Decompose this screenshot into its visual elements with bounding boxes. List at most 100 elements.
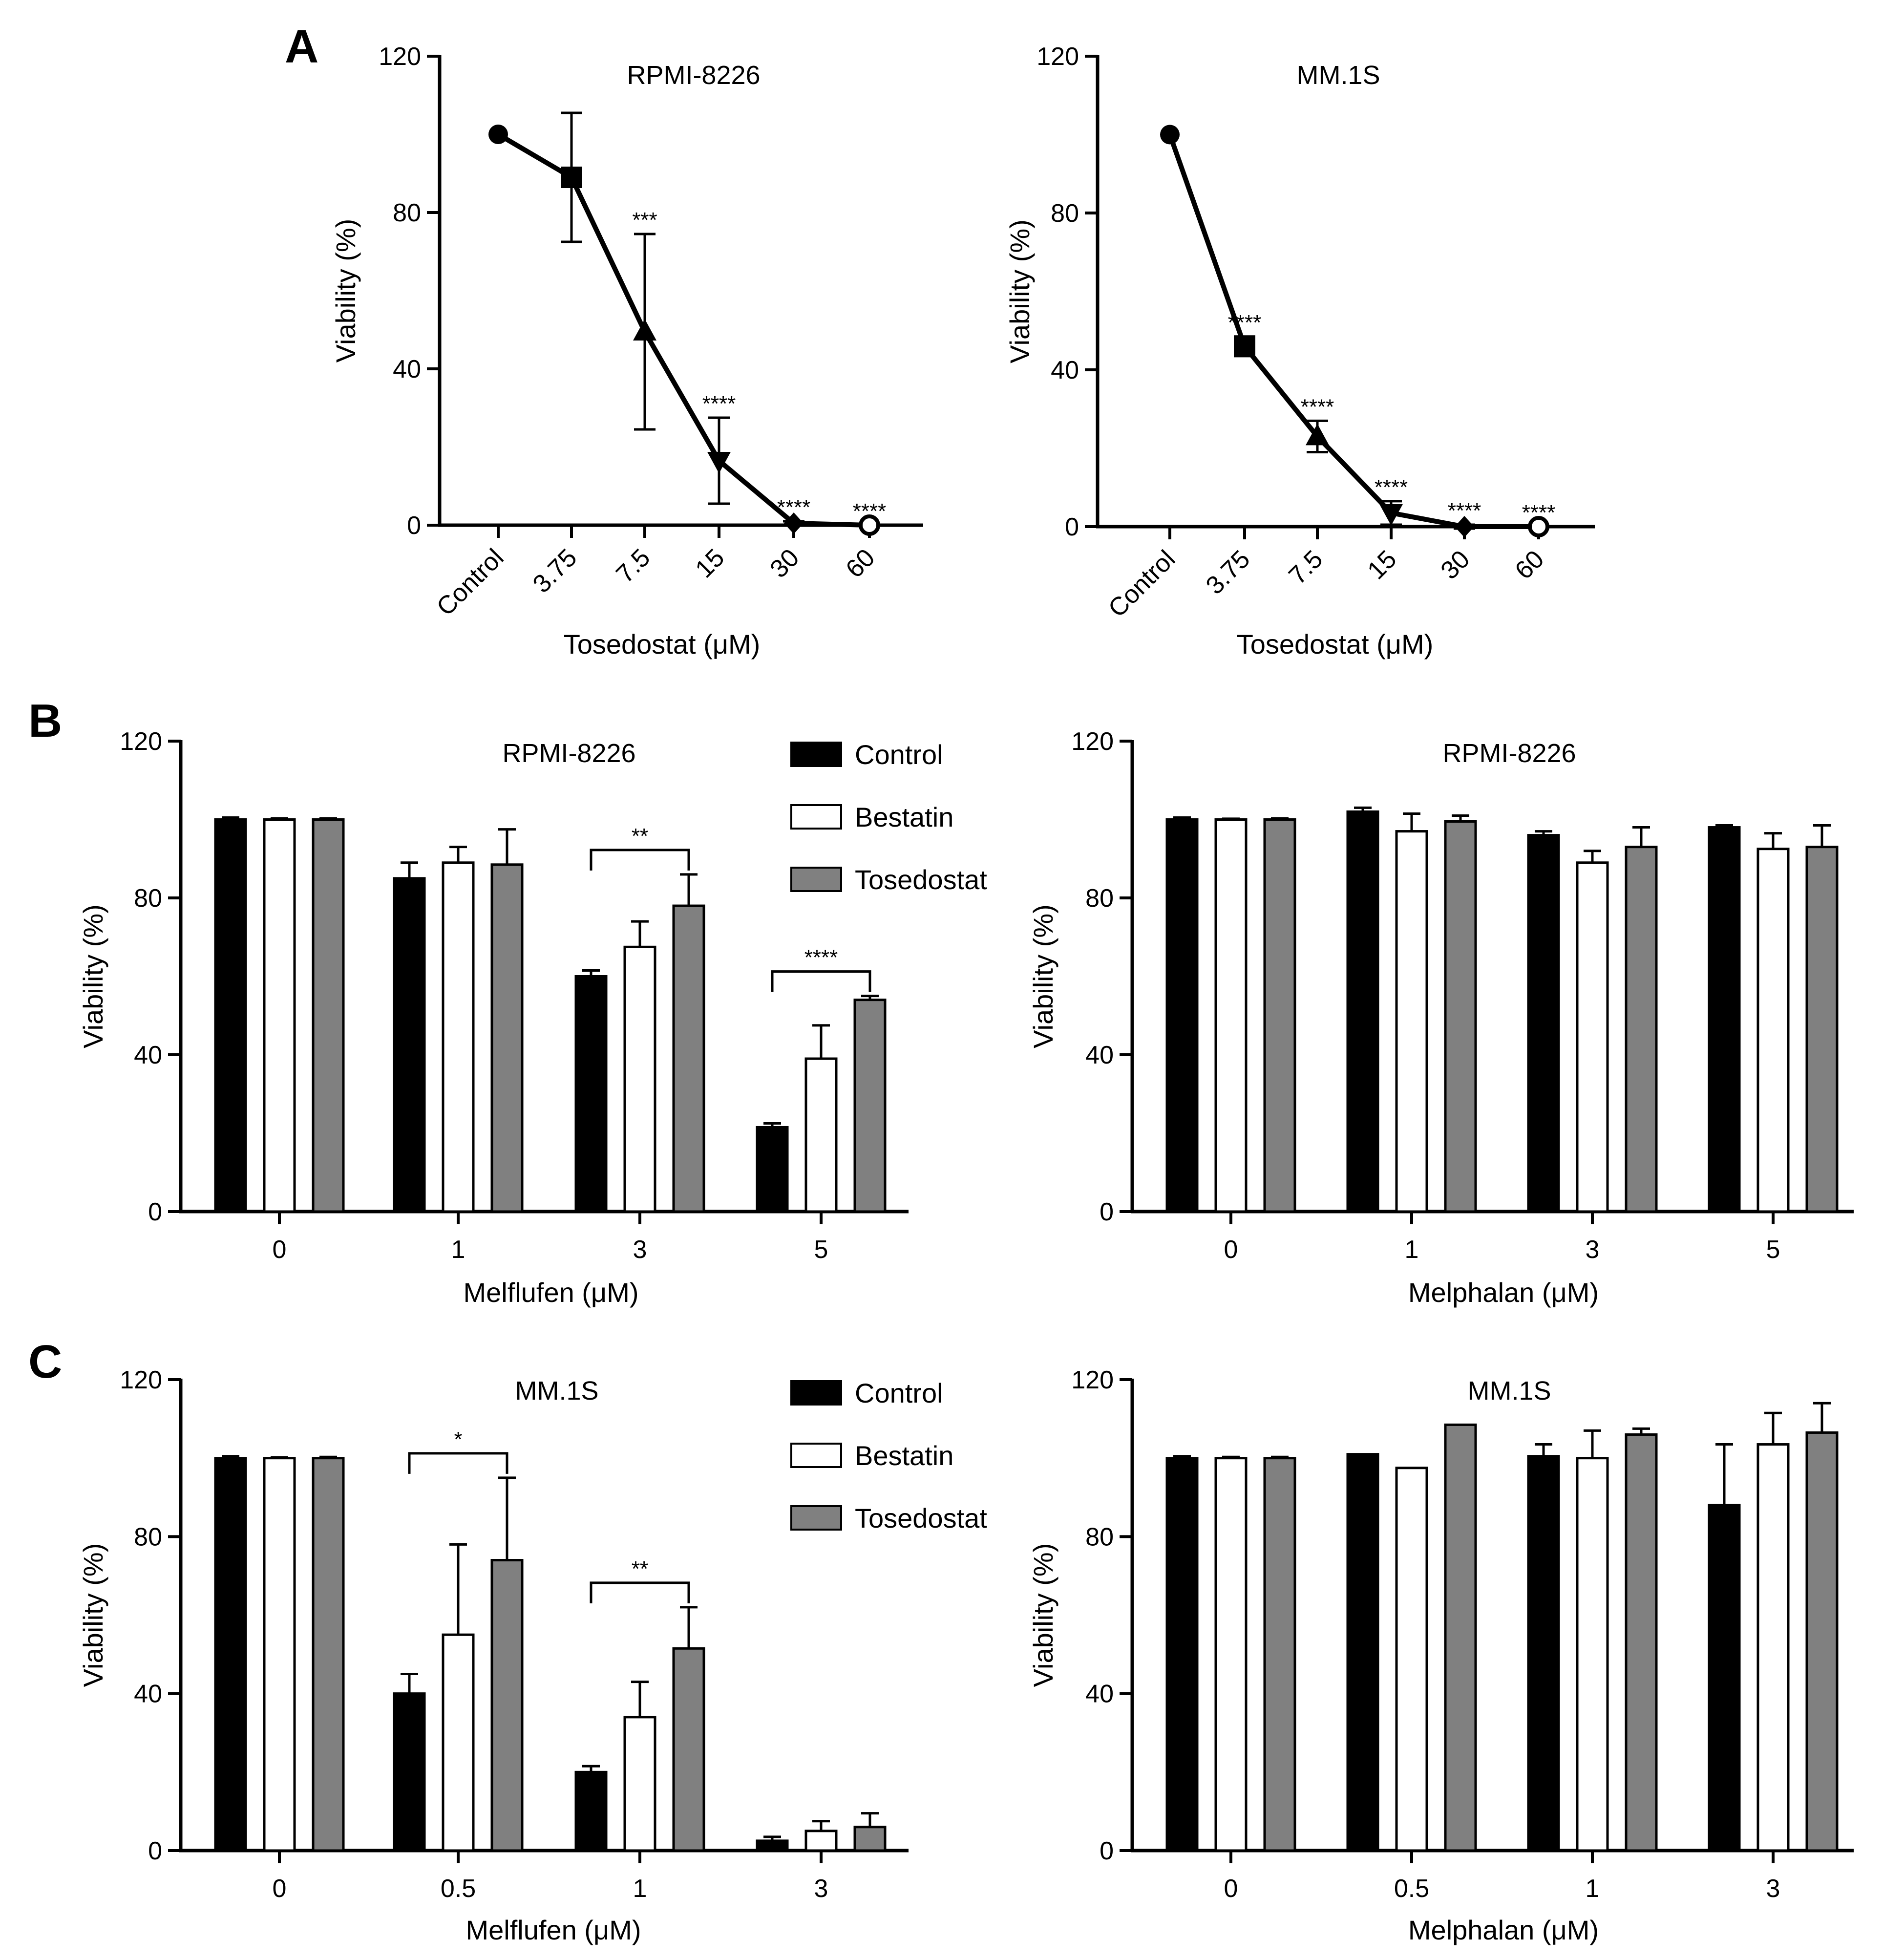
x-tick-label: 60: [1510, 545, 1550, 585]
marker-open-circle: [859, 514, 880, 536]
marker-diamond: [784, 512, 804, 534]
panel-letter-b: B: [28, 695, 62, 747]
bar-tosedostat: [672, 1647, 705, 1852]
significance-label: ****: [804, 946, 838, 970]
bar-tosedostat: [1625, 846, 1658, 1213]
marker-triangle-up: [1306, 424, 1329, 446]
y-axis-title: Viability (%): [330, 219, 361, 363]
x-tick-label: 30: [765, 543, 805, 583]
x-tick-label: 30: [1436, 545, 1476, 585]
legend-swatch-bestatin: [790, 1443, 842, 1468]
y-tick-label: 40: [393, 355, 421, 383]
y-tick-label: 120: [1071, 1366, 1114, 1394]
bar-bestatin: [1756, 1443, 1790, 1852]
y-tick-label: 40: [1085, 1041, 1114, 1069]
bar-control: [393, 877, 426, 1213]
bar-bestatin: [1395, 830, 1428, 1213]
x-tick-label: 1: [633, 1875, 647, 1903]
bar-bestatin: [442, 1633, 475, 1852]
y-tick-label: 120: [1037, 43, 1079, 71]
bar-control: [214, 1457, 247, 1852]
x-tick-label: 3: [814, 1875, 828, 1903]
significance-bracket: [590, 1581, 690, 1603]
y-axis-title: Viability (%): [78, 1543, 108, 1687]
x-axis-title: Tosedostat (μM): [1237, 629, 1434, 660]
x-tick-label: 0: [1224, 1236, 1238, 1264]
chart-title: RPMI-8226: [627, 61, 760, 90]
marker-circle: [1160, 125, 1180, 145]
x-tick-label: 3: [633, 1236, 647, 1264]
chart-title: MM.1S: [1467, 1376, 1551, 1406]
significance-label: ****: [702, 392, 736, 416]
x-tick-label: 0: [273, 1236, 287, 1264]
y-tick-label: 40: [134, 1680, 162, 1708]
significance-bracket: [408, 1452, 508, 1474]
x-tick-label: 15: [690, 543, 730, 583]
significance-label: ****: [1228, 311, 1262, 335]
x-tick-label: 1: [1586, 1875, 1600, 1903]
bar-bestatin: [263, 1457, 296, 1852]
y-tick-label: 0: [148, 1837, 162, 1865]
x-tick-label: 0.5: [1394, 1875, 1429, 1903]
legend-swatch-control: [790, 1380, 842, 1406]
chart-b-left: 0 40 80 120 0 1 3 5 RPMI-8226 Melflufen (μM) Viabi…: [78, 727, 987, 1308]
bar-bestatin: [1576, 1457, 1609, 1852]
legend-label-control: Control: [855, 1378, 943, 1408]
marker-square: [1234, 335, 1255, 357]
panel-letter-c: C: [28, 1336, 62, 1388]
bar-bestatin: [263, 818, 296, 1213]
x-tick-label: 3: [1586, 1236, 1600, 1264]
marker-square: [561, 167, 582, 188]
marker-diamond: [1455, 516, 1474, 537]
bar-control: [574, 975, 608, 1213]
bar-tosedostat: [672, 904, 705, 1213]
x-tick-label: 0: [273, 1875, 287, 1903]
marker-triangle-down: [707, 452, 731, 473]
x-tick-label: 3.75: [1201, 545, 1256, 600]
x-tick-label: 5: [814, 1236, 828, 1264]
y-tick-label: 80: [134, 1523, 162, 1551]
y-tick-label: 80: [1085, 1523, 1114, 1551]
x-tick-label: 1: [1405, 1236, 1419, 1264]
bar-bestatin: [1756, 848, 1790, 1213]
significance-bracket: [590, 849, 690, 871]
y-tick-label: 0: [1100, 1837, 1114, 1865]
marker-triangle-up: [633, 319, 656, 341]
bar-tosedostat: [1444, 1423, 1477, 1852]
bar-control: [393, 1692, 426, 1852]
x-tick-label: 5: [1766, 1236, 1780, 1264]
bar-bestatin: [1576, 861, 1609, 1213]
panel-letter-a: A: [285, 21, 318, 73]
chart-a-right: 0 40 80 120 Control 3.75 7.5 15 30 60 MM.1S Tosedos…: [1004, 43, 1595, 660]
marker-circle: [488, 125, 508, 144]
x-tick-label: 0: [1224, 1875, 1238, 1903]
legend-label-bestatin: Bestatin: [855, 1440, 953, 1471]
y-tick-label: 40: [134, 1041, 162, 1069]
bar-bestatin: [623, 945, 656, 1213]
bar-tosedostat: [1805, 846, 1839, 1213]
legend-swatch-bestatin: [790, 804, 842, 830]
bar-tosedostat: [312, 818, 345, 1213]
bar-control: [574, 1770, 608, 1852]
significance-label: **: [632, 824, 648, 848]
bar-tosedostat: [490, 863, 524, 1213]
y-tick-label: 80: [1085, 884, 1114, 913]
chart-c-left: 0 40 80 120 0 0.5 1 3 MM.1S Melflufen (μM) Viabili…: [78, 1366, 987, 1945]
bar-tosedostat: [853, 1826, 887, 1852]
x-tick-label: 15: [1362, 545, 1402, 585]
significance-label: ***: [632, 208, 657, 232]
y-tick-label: 0: [148, 1198, 162, 1226]
x-tick-label: 3: [1766, 1875, 1780, 1903]
significance-label: **: [632, 1557, 648, 1581]
y-tick-label: 120: [120, 727, 162, 756]
chart-title: RPMI-8226: [1442, 739, 1576, 768]
x-axis-title: Melphalan (μM): [1408, 1277, 1599, 1308]
bar-control: [1346, 1453, 1379, 1852]
bar-bestatin: [804, 1057, 838, 1213]
marker-triangle-down: [1379, 504, 1403, 526]
chart-a-left: 0 40 80 120 Control 3.75 7.5 15 30 60 RPMI-8226 Tos…: [330, 43, 923, 660]
y-tick-label: 80: [393, 199, 421, 227]
bar-tosedostat: [1263, 818, 1296, 1213]
bar-control: [756, 1126, 789, 1213]
marker-open-circle: [1528, 516, 1549, 537]
